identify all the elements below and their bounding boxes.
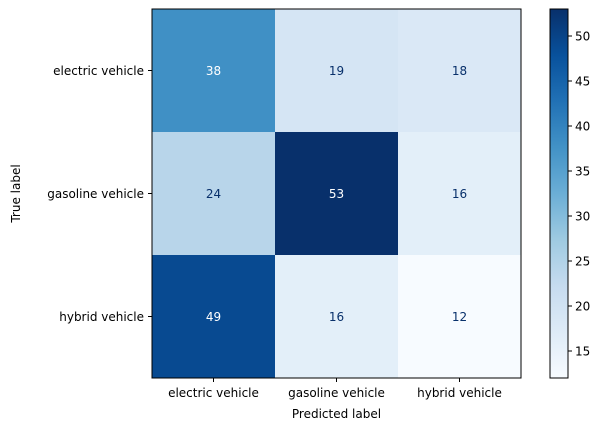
x-tick-label: gasoline vehicle [288, 386, 385, 400]
heatmap-cell [152, 9, 275, 132]
heatmap-cell [152, 132, 275, 255]
heatmap-plot: 38 19 18 24 53 16 49 16 12 electric vehicle gasoli… [47, 8, 522, 400]
x-tick-label: electric vehicle [168, 386, 259, 400]
heatmap-cell [398, 255, 521, 378]
heatmap-cell [275, 255, 398, 378]
heatmap-cell [398, 9, 521, 132]
cell-value-label: 38 [206, 64, 221, 78]
colorbar-tick-label: 15 [575, 345, 590, 359]
cell-value-label: 16 [452, 187, 467, 201]
cell-value-label: 24 [206, 187, 221, 201]
heatmap-cell [398, 132, 521, 255]
x-tick-label: hybrid vehicle [417, 386, 502, 400]
colorbar-tick-label: 20 [575, 300, 590, 314]
cell-value-label: 49 [206, 310, 221, 324]
cell-value-label: 12 [452, 310, 467, 324]
y-tick-label: electric vehicle [53, 64, 144, 78]
colorbar-tick-label: 30 [575, 210, 590, 224]
colorbar-tick-label: 40 [575, 120, 590, 134]
colorbar-tick-label: 50 [575, 30, 590, 44]
colorbar-tick-label: 35 [575, 165, 590, 179]
cell-value-label: 18 [452, 64, 467, 78]
heatmap-cell [152, 255, 275, 378]
colorbar-tick-label: 25 [575, 255, 590, 269]
cell-value-label: 16 [329, 310, 344, 324]
x-axis-label: Predicted label [292, 407, 381, 421]
heatmap-cell [275, 9, 398, 132]
cell-value-label: 53 [329, 187, 344, 201]
colorbar: 15 20 25 30 35 40 45 50 [549, 8, 590, 379]
heatmap-cell [275, 132, 398, 255]
y-axis-label: True label [9, 164, 23, 223]
colorbar-gradient [549, 8, 569, 379]
cell-value-label: 19 [329, 64, 344, 78]
y-tick-label: gasoline vehicle [47, 187, 144, 201]
colorbar-tick-label: 45 [575, 75, 590, 89]
y-tick-label: hybrid vehicle [59, 310, 144, 324]
